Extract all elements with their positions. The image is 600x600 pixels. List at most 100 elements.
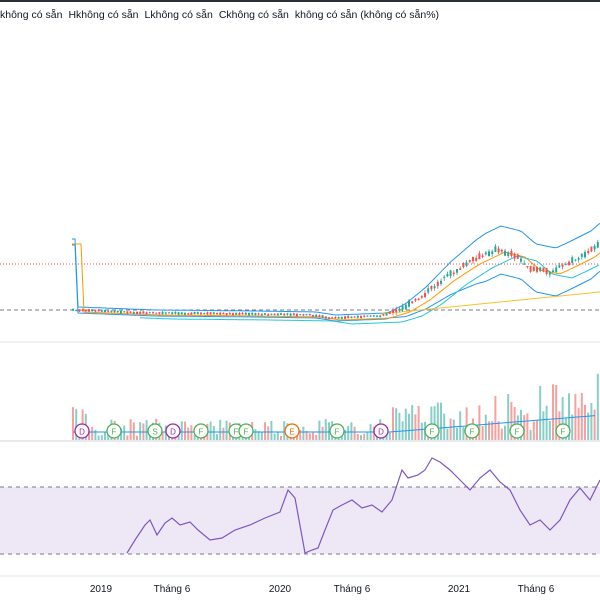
candle-body (302, 314, 305, 316)
candle-body (577, 258, 580, 260)
volume-bar (299, 429, 302, 440)
candle-body (356, 315, 359, 318)
candle-body (203, 312, 206, 314)
volume-bar (104, 432, 106, 440)
candle-body (424, 293, 426, 298)
candle-body (260, 313, 263, 316)
candle-body (414, 298, 417, 301)
candle-body (228, 312, 231, 315)
candle-body (308, 313, 311, 316)
candle-body (580, 253, 583, 257)
candle-body (347, 315, 350, 319)
candle-body (468, 260, 471, 262)
volume-bar (542, 411, 545, 440)
volume-bar (462, 427, 465, 440)
candle-body (555, 267, 558, 272)
volume-bar (273, 433, 276, 440)
candle-body (516, 254, 519, 259)
candle-body (264, 313, 266, 315)
candle-body (574, 259, 577, 261)
candle-body (161, 311, 164, 315)
candle-body (209, 312, 212, 315)
candle-body (590, 246, 593, 252)
volume-bar (88, 430, 90, 440)
candle-body (491, 251, 494, 254)
candle-body (542, 267, 545, 272)
event-marker-label: D (378, 428, 384, 437)
volume-bar (398, 412, 401, 440)
event-marker-circle (329, 423, 345, 439)
volume-bar (350, 422, 353, 440)
candle-body (561, 264, 564, 267)
volume-bar (414, 414, 417, 440)
volume-bar (216, 434, 218, 440)
event-marker-circle (373, 423, 389, 439)
volume-bar (225, 420, 228, 440)
volume-bar (212, 425, 215, 440)
candle-body (475, 257, 478, 262)
event-marker-label: D (170, 428, 176, 437)
candle-body (584, 252, 586, 258)
candle-body (372, 315, 375, 317)
event-marker-circle (509, 423, 525, 439)
ma-teal-line (139, 255, 600, 325)
candle-body (510, 250, 513, 257)
volume-bar (491, 421, 494, 440)
candle-body (273, 313, 276, 316)
volume-bar (593, 409, 596, 440)
volume-bar (254, 429, 257, 440)
candle-body (430, 285, 433, 290)
candle-body (449, 270, 452, 277)
volume-bar (577, 407, 580, 440)
volume-bar (190, 425, 193, 440)
volume-bar (324, 419, 327, 440)
candle-body (235, 312, 238, 315)
volume-bar (436, 402, 439, 440)
volume-bar (308, 433, 311, 440)
volume-bar (283, 421, 286, 440)
candle-body (225, 313, 228, 316)
event-marker-label: F (335, 428, 340, 437)
volume-bar (497, 421, 500, 440)
candle-body (395, 309, 398, 312)
event-marker-circle (74, 423, 90, 439)
volume-bar (321, 426, 324, 440)
candle-body (94, 309, 97, 312)
candle-body (254, 313, 257, 316)
candle-body (545, 268, 548, 275)
volume-bar (315, 434, 318, 440)
window-top-border (0, 0, 600, 2)
volume-bar (430, 406, 433, 440)
event-marker-circle (424, 423, 440, 439)
candle-body (568, 261, 570, 266)
volume-bar (395, 408, 398, 440)
event-marker-circle (238, 423, 254, 439)
volume-bar (318, 420, 321, 440)
volume-bar (280, 435, 282, 440)
candle-body (104, 309, 106, 312)
candle-body (382, 314, 385, 316)
event-marker-label: F (515, 428, 520, 437)
volume-bar (222, 427, 225, 440)
volume-bar (488, 421, 490, 440)
volume-bar (136, 435, 138, 440)
volume-bar (584, 404, 586, 440)
candle-body (91, 309, 94, 312)
volume-bar (75, 409, 78, 440)
candle-body (315, 314, 318, 317)
candle-body (411, 301, 414, 304)
candle-body (244, 312, 247, 315)
candle-body (100, 310, 103, 312)
candle-body (78, 309, 81, 312)
volume-bar (264, 422, 266, 440)
volume-bar (328, 422, 330, 440)
volume-bar (120, 428, 122, 440)
volume-bar (507, 394, 510, 440)
candle-body (340, 316, 343, 320)
volume-bar (478, 405, 481, 440)
volume-bar (180, 421, 183, 440)
volume-bar (417, 405, 420, 440)
volume-bar (257, 431, 260, 440)
candle-body (526, 266, 529, 268)
